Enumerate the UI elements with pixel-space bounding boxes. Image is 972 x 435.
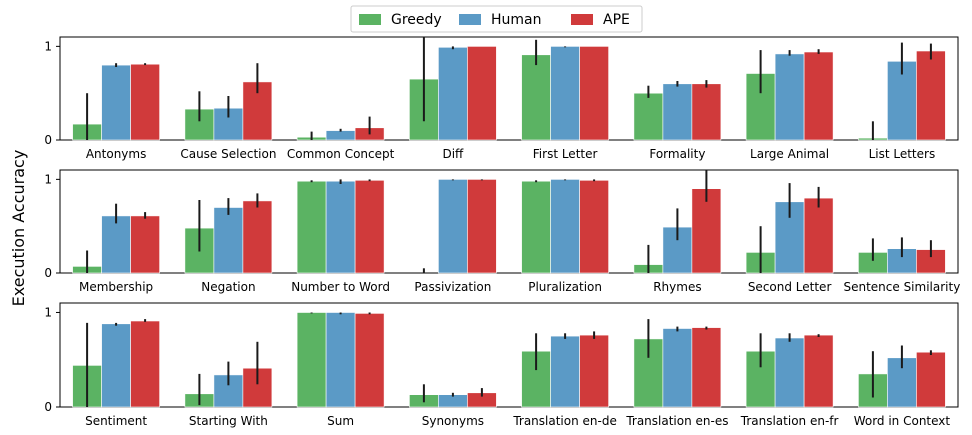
legend-swatch-ape	[571, 14, 593, 25]
legend-label-greedy: Greedy	[391, 12, 442, 28]
x-tick-label: Rhymes	[653, 280, 701, 294]
bar-ape	[916, 50, 946, 141]
y-tick-label: 0	[44, 400, 52, 414]
y-tick-label: 1	[44, 305, 52, 319]
bar-human	[662, 328, 693, 408]
x-tick-label: Translation en-es	[625, 414, 728, 428]
bar-human	[774, 53, 805, 141]
x-tick-label: Cause Selection	[180, 147, 276, 161]
legend-label-ape: APE	[603, 12, 630, 28]
bar-ape	[130, 320, 160, 408]
x-tick-label: Translation en-fr	[740, 414, 839, 428]
x-tick-label: Passivization	[414, 280, 491, 294]
bar-greedy	[521, 180, 551, 274]
legend-swatch-greedy	[359, 14, 381, 25]
legend: Greedy Human APE	[350, 5, 643, 33]
y-tick-label: 0	[44, 266, 52, 280]
panel-2: 0 1 Membership Negation Number to Word Passiv…	[44, 169, 960, 294]
x-tick-label: Sum	[327, 414, 354, 428]
bar-ape	[130, 215, 160, 274]
x-tick-label: Pluralization	[528, 280, 602, 294]
bar-human	[101, 215, 131, 274]
panels: 0 1 Antonyms Cause Selection Common Concept D…	[44, 36, 960, 428]
bar-ape	[130, 63, 160, 141]
bar-human	[213, 207, 244, 274]
x-tick-label: Number to Word	[291, 280, 390, 294]
x-tick-label: Common Concept	[287, 147, 395, 161]
x-tick-label: Negation	[201, 280, 255, 294]
bar-ape	[242, 200, 273, 274]
x-tick-label: Translation en-de	[512, 414, 617, 428]
bar-human	[662, 83, 693, 141]
bar-greedy	[633, 92, 664, 141]
bar-human	[438, 46, 468, 141]
bar-ape	[467, 46, 497, 141]
panel-frame	[59, 169, 959, 274]
bar-ape	[467, 179, 497, 274]
x-tick-label: List Letters	[869, 147, 936, 161]
panel-3: 0 1 Sentiment Starting With Sum Synonyms Trans…	[44, 302, 959, 428]
x-tick-label: First Letter	[533, 147, 598, 161]
x-tick-label: Sentiment	[85, 414, 147, 428]
bar-greedy	[296, 312, 327, 408]
bar-human	[101, 323, 131, 408]
bar-ape	[803, 334, 834, 408]
x-tick-label: Second Letter	[748, 280, 832, 294]
y-tick-label: 1	[44, 39, 52, 53]
panel-frame	[59, 302, 959, 408]
legend-label-human: Human	[491, 12, 542, 28]
bar-human	[325, 312, 356, 408]
legend-frame	[350, 5, 643, 33]
bar-ape	[579, 180, 609, 274]
bar-human	[774, 337, 805, 408]
bar-ape	[916, 351, 946, 408]
x-tick-label: Sentence Similarity	[843, 280, 960, 294]
bar-ape	[803, 51, 834, 141]
bar-ape	[579, 334, 609, 408]
bar-greedy	[521, 54, 551, 141]
bar-human	[550, 335, 580, 408]
panel-1: 0 1 Antonyms Cause Selection Common Concept D…	[44, 36, 959, 161]
bar-human	[101, 64, 131, 141]
bar-ape	[691, 188, 722, 274]
legend-swatch-human	[459, 14, 481, 25]
x-tick-label: Word in Context	[854, 414, 951, 428]
x-tick-label: Formality	[649, 147, 705, 161]
bar-human	[325, 130, 356, 141]
x-tick-label: Diff	[442, 147, 464, 161]
y-tick-label: 1	[44, 172, 52, 186]
y-axis-label: Execution Accuracy	[9, 150, 28, 307]
bar-ape	[803, 197, 834, 274]
bar-human	[550, 46, 580, 141]
bar-ape	[354, 180, 385, 274]
bar-ape	[579, 46, 609, 141]
bar-human	[550, 179, 580, 274]
x-tick-label: Synonyms	[422, 414, 484, 428]
bar-ape	[691, 83, 722, 141]
y-tick-label: 0	[44, 133, 52, 147]
x-tick-label: Antonyms	[86, 147, 147, 161]
bar-human	[325, 180, 356, 274]
bar-ape	[691, 327, 722, 408]
panel-frame	[59, 36, 959, 141]
x-tick-label: Large Animal	[750, 147, 829, 161]
bar-ape	[354, 313, 385, 408]
bar-greedy	[296, 180, 327, 274]
bar-human	[438, 179, 468, 274]
x-tick-label: Membership	[79, 280, 153, 294]
x-tick-label: Starting With	[189, 414, 268, 428]
